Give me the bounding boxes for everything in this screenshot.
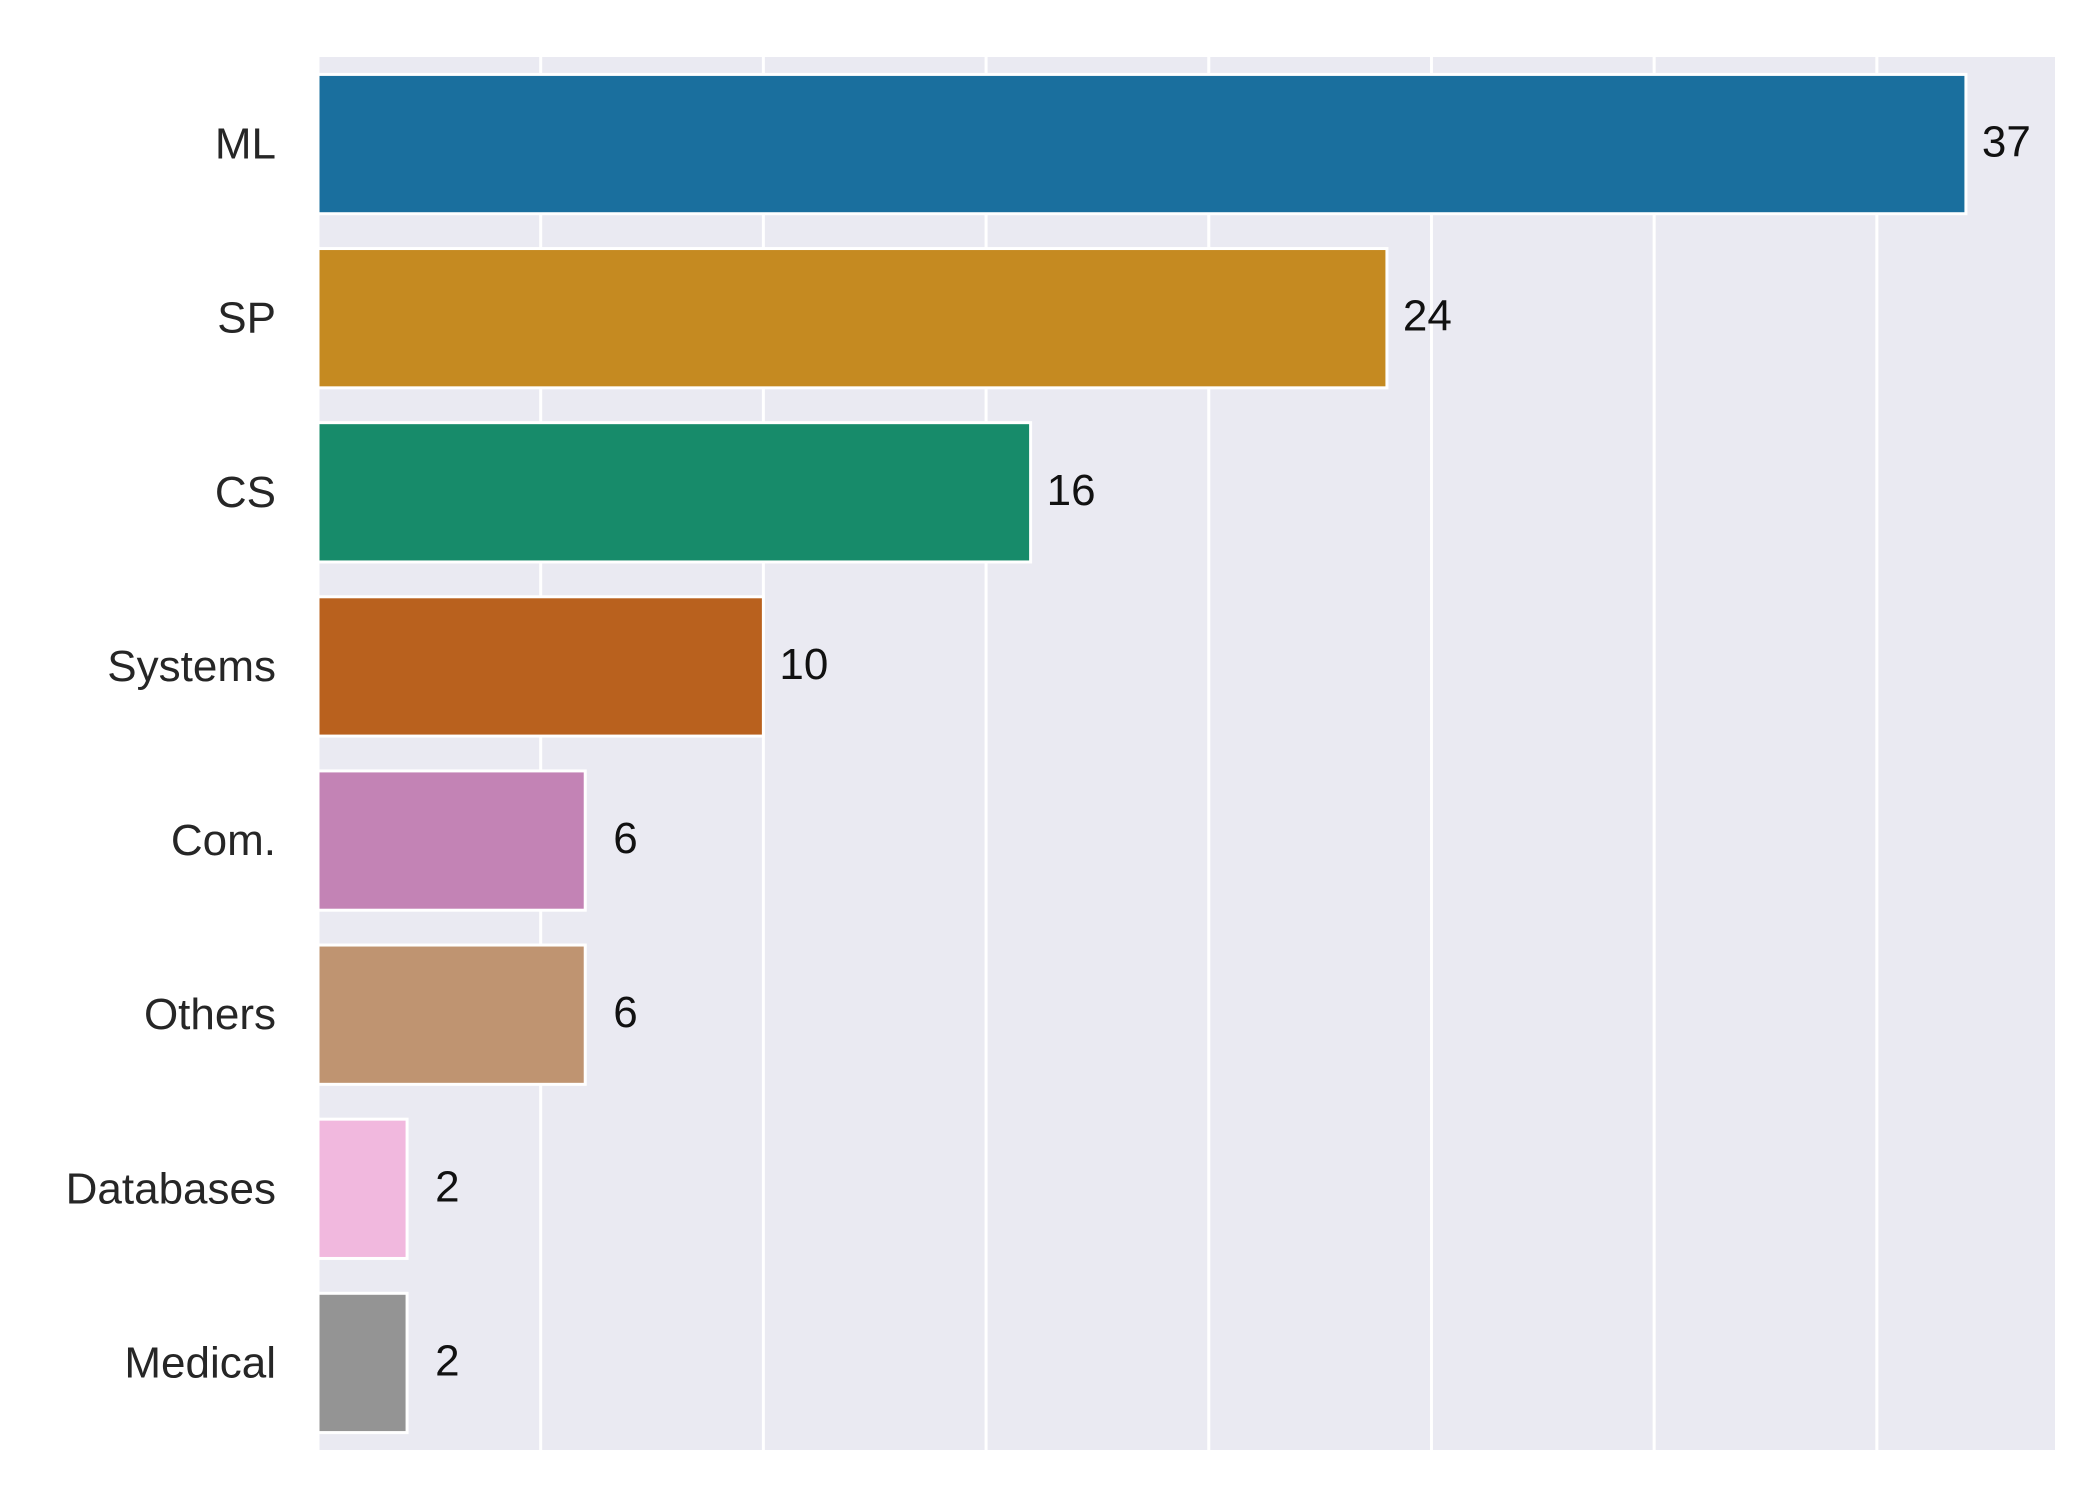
bar-ml	[316, 72, 1968, 216]
category-labels: ML SP CS Systems Com. Others Databases Medical	[66, 120, 276, 1388]
bar-medical	[316, 1291, 409, 1435]
bar-cs	[316, 421, 1033, 564]
category-label: ML	[215, 120, 276, 169]
bar-com	[316, 769, 587, 912]
category-label: Others	[144, 990, 276, 1039]
bars	[316, 72, 1968, 1435]
category-label: Medical	[124, 1338, 276, 1387]
value-label: 37	[1982, 118, 2031, 167]
value-labels: 37 24 16 10 6 6 2 2	[435, 118, 2031, 1386]
value-label: 24	[1403, 292, 1452, 341]
bar-sp	[316, 247, 1389, 390]
category-label: Com.	[171, 816, 276, 865]
category-label: CS	[215, 468, 276, 517]
bar-databases	[316, 1117, 409, 1260]
bar-systems	[316, 595, 765, 738]
category-label: Systems	[107, 642, 276, 691]
category-label: Databases	[66, 1164, 276, 1213]
category-label: SP	[217, 294, 276, 343]
value-label: 6	[613, 988, 637, 1037]
value-label: 10	[779, 640, 828, 689]
value-label: 6	[613, 814, 637, 863]
value-label: 16	[1047, 466, 1096, 515]
bar-others	[316, 943, 587, 1086]
value-label: 2	[435, 1162, 459, 1211]
value-label: 2	[435, 1336, 459, 1385]
